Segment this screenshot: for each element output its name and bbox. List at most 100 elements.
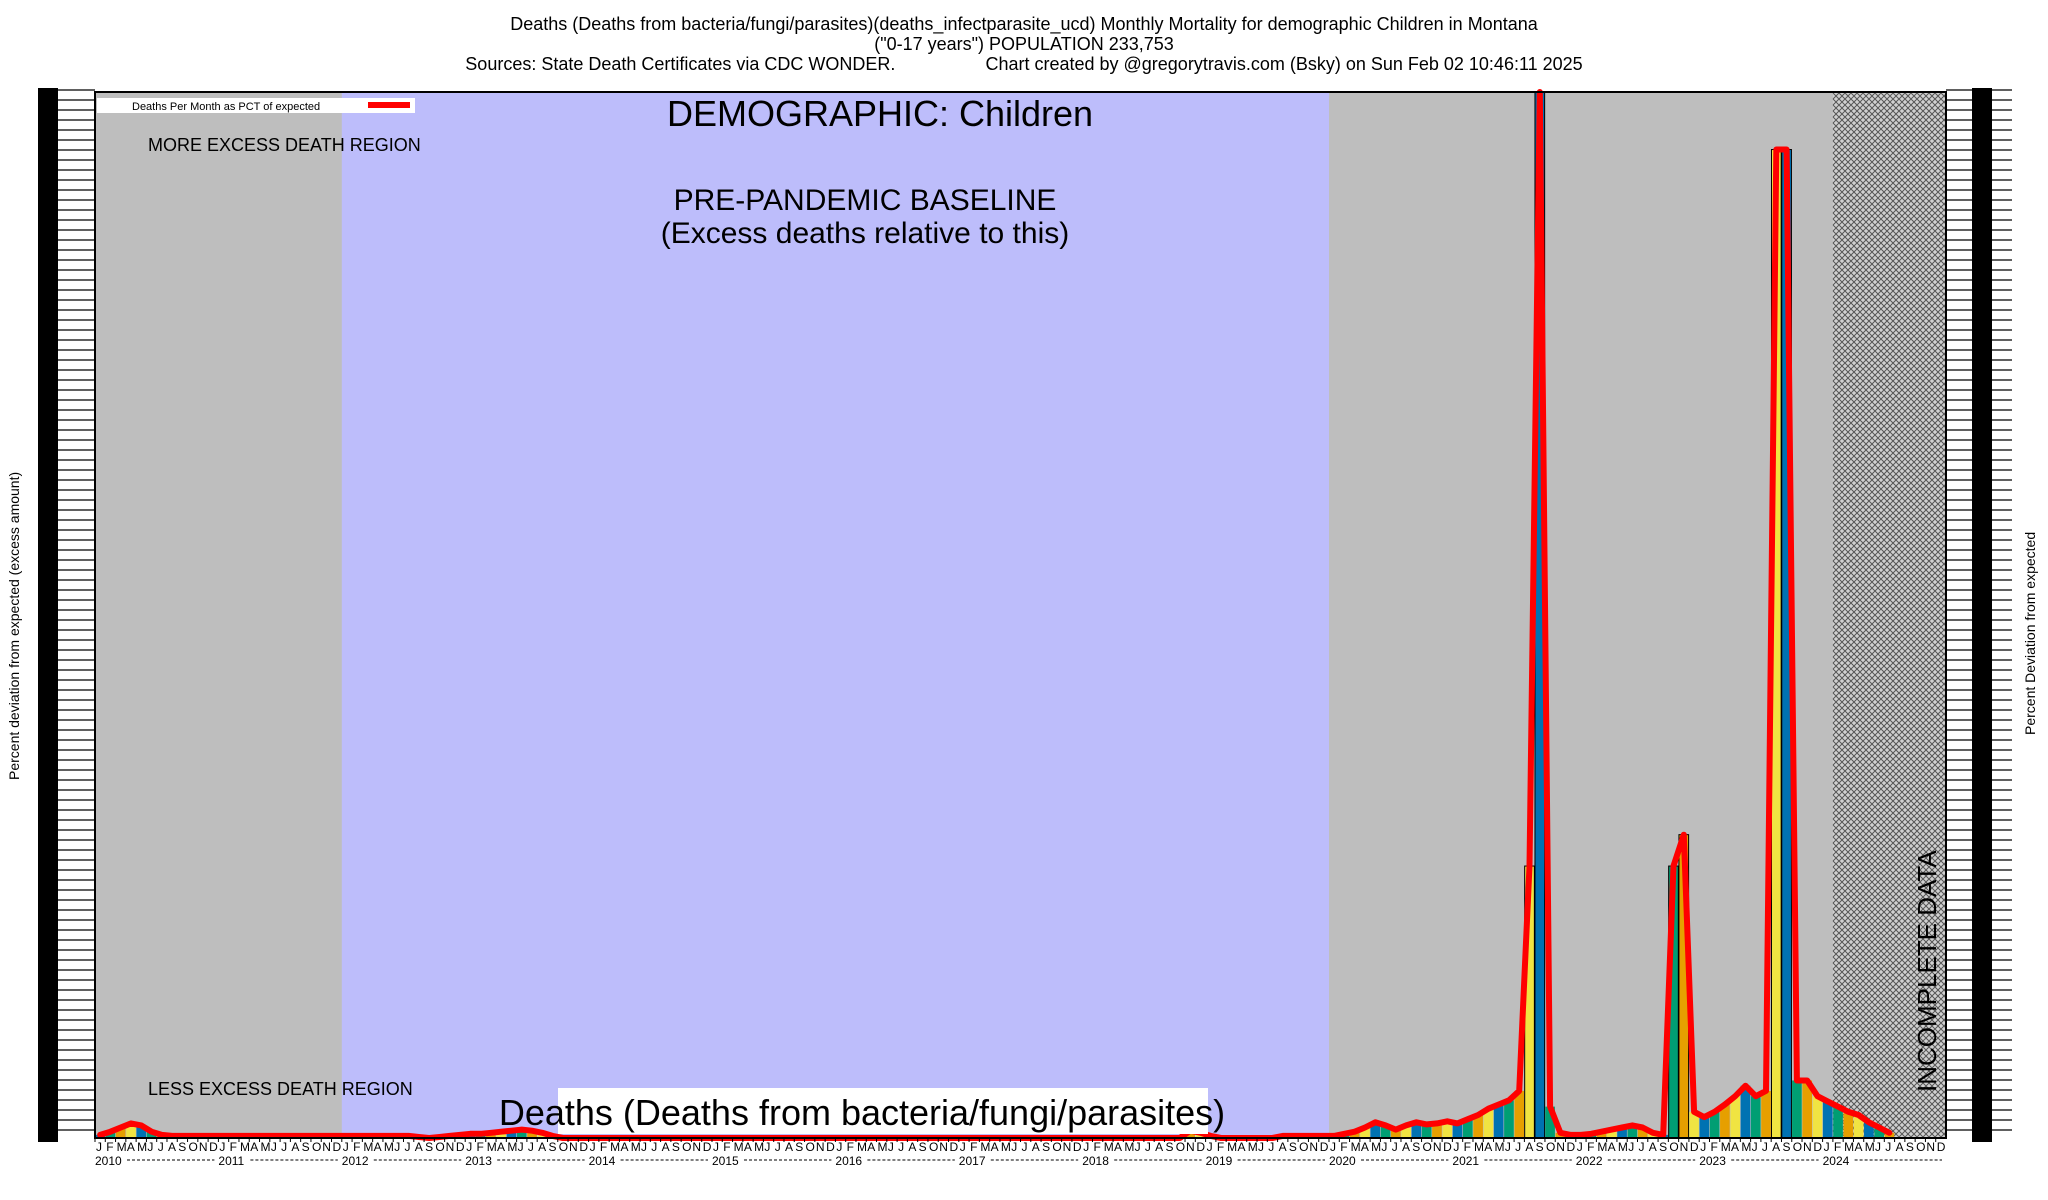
x-tick-label: M — [487, 1140, 497, 1154]
x-tick-label: M — [1495, 1140, 1505, 1154]
x-tick-label: D — [209, 1140, 218, 1154]
x-tick-label: N — [939, 1140, 948, 1154]
x-tick-label: F — [353, 1140, 360, 1154]
x-tick-label: O — [806, 1140, 815, 1154]
x-tick-label: M — [1597, 1140, 1607, 1154]
x-tick-label: J — [898, 1140, 904, 1154]
x-tick-label: J — [466, 1140, 472, 1154]
x-tick-label: J — [147, 1140, 153, 1154]
x-year-label: 2021 — [1452, 1154, 1479, 1168]
y-axis-left-band — [38, 88, 58, 1142]
x-tick-label: O — [1916, 1140, 1925, 1154]
bar-168 — [1822, 1101, 1833, 1138]
x-tick-label: J — [1505, 1140, 1511, 1154]
x-tick-label: S — [1536, 1140, 1544, 1154]
x-tick-label: D — [1443, 1140, 1452, 1154]
x-tick-label: M — [1618, 1140, 1628, 1154]
bar-137 — [1504, 1100, 1514, 1138]
x-tick-label: M — [1474, 1140, 1484, 1154]
x-tick-label: N — [569, 1140, 578, 1154]
x-tick-label: F — [1587, 1140, 1594, 1154]
x-tick-label: M — [754, 1140, 764, 1154]
bar-39 — [496, 1131, 507, 1138]
bar-134 — [1473, 1114, 1483, 1138]
bar-165 — [1792, 1080, 1802, 1138]
x-tick-label: J — [1577, 1140, 1583, 1154]
x-tick-label: M — [1371, 1140, 1381, 1154]
chart-title: Deaths (Deaths from bacteria/fungi/paras… — [0, 14, 2048, 74]
x-tick-label: M — [1104, 1140, 1114, 1154]
bar-124 — [1370, 1122, 1381, 1138]
x-tick-label: O — [1546, 1140, 1555, 1154]
bar-122 — [1349, 1131, 1360, 1138]
x-tick-label: S — [1042, 1140, 1050, 1154]
x-tick-label: D — [1320, 1140, 1329, 1154]
bar-125 — [1380, 1125, 1391, 1138]
x-year-label: 2019 — [1206, 1154, 1233, 1168]
x-tick-label: J — [1022, 1140, 1028, 1154]
x-tick-label: S — [1412, 1140, 1420, 1154]
x-tick-label: J — [651, 1140, 657, 1154]
x-tick-label: O — [189, 1140, 198, 1154]
x-tick-label: J — [1824, 1140, 1830, 1154]
bar-5 — [146, 1131, 157, 1138]
x-tick-label: J — [518, 1140, 524, 1154]
bar-170 — [1843, 1111, 1854, 1138]
x-year-label: 2014 — [589, 1154, 616, 1168]
x-tick-label: S — [302, 1140, 310, 1154]
bar-131 — [1442, 1121, 1453, 1138]
x-tick-label: N — [1063, 1140, 1072, 1154]
x-tick-label: A — [168, 1140, 176, 1154]
x-tick-label: J — [343, 1140, 349, 1154]
x-tick-label: J — [836, 1140, 842, 1154]
bar-146 — [1596, 1131, 1607, 1138]
x-tick-label: J — [1639, 1140, 1645, 1154]
x-tick-label: M — [857, 1140, 867, 1154]
x-tick-label: M — [734, 1140, 744, 1154]
x-tick-label: A — [662, 1140, 670, 1154]
bar-167 — [1812, 1096, 1823, 1138]
x-tick-label: S — [919, 1140, 927, 1154]
x-tick-label: J — [888, 1140, 894, 1154]
x-tick-label: M — [117, 1140, 127, 1154]
bar-3 — [126, 1123, 136, 1138]
x-tick-label: F — [723, 1140, 730, 1154]
x-tick-label: M — [1248, 1140, 1258, 1154]
x-tick-label: N — [1309, 1140, 1318, 1154]
bar-1 — [105, 1131, 116, 1138]
x-tick-label: M — [631, 1140, 641, 1154]
x-tick-label: O — [1176, 1140, 1185, 1154]
bar-155 — [1689, 1111, 1699, 1138]
x-year-label: 2010 — [95, 1154, 122, 1168]
bar-132 — [1452, 1123, 1463, 1138]
x-tick-label: O — [435, 1140, 444, 1154]
x-year-label: 2012 — [342, 1154, 369, 1168]
x-tick-label: F — [1093, 1140, 1100, 1154]
x-tick-label: N — [1556, 1140, 1565, 1154]
x-tick-label: O — [1052, 1140, 1061, 1154]
x-tick-label: O — [1669, 1140, 1678, 1154]
y-axis-label-right: Percent Deviation from expected — [2022, 531, 2038, 735]
bar-148 — [1617, 1127, 1627, 1138]
bar-133 — [1462, 1119, 1473, 1138]
x-tick-label: J — [1011, 1140, 1017, 1154]
x-tick-label: D — [950, 1140, 959, 1154]
x-tick-label: A — [908, 1140, 916, 1154]
x-tick-label: J — [1700, 1140, 1706, 1154]
x-tick-label: M — [1721, 1140, 1731, 1154]
x-year-label: 2022 — [1576, 1154, 1603, 1168]
bar-136 — [1493, 1104, 1504, 1138]
series-caption-box — [558, 1088, 1208, 1134]
bar-171 — [1853, 1114, 1864, 1138]
x-tick-label: F — [1834, 1140, 1841, 1154]
x-tick-label: S — [795, 1140, 803, 1154]
x-tick-label: D — [703, 1140, 712, 1154]
x-tick-label: O — [1423, 1140, 1432, 1154]
incomplete-region — [1832, 92, 1946, 1138]
x-tick-label: D — [579, 1140, 588, 1154]
x-tick-label: N — [816, 1140, 825, 1154]
x-tick-label: A — [1279, 1140, 1287, 1154]
x-tick-label: O — [312, 1140, 321, 1154]
x-tick-label: A — [620, 1140, 628, 1154]
x-tick-label: A — [1155, 1140, 1163, 1154]
